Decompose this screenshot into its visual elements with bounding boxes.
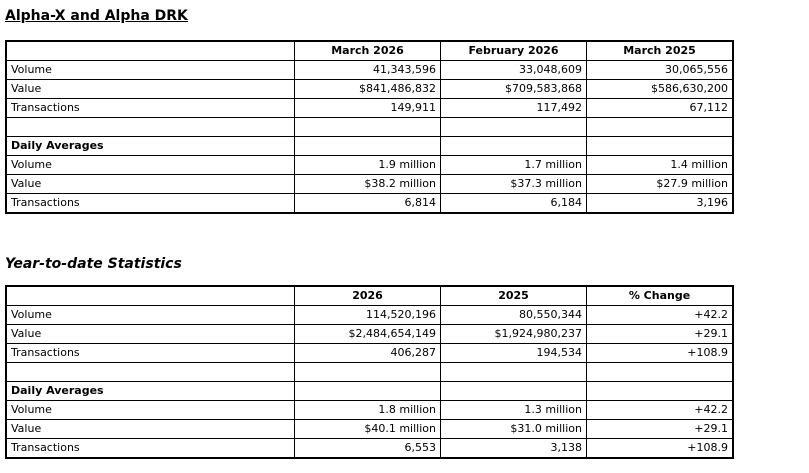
cell-value: $586,630,200 [586, 79, 734, 99]
column-header-february-2026: February 2026 [440, 40, 587, 61]
cell-value: $2,484,654,149 [294, 324, 441, 344]
cell-value: 1.9 million [294, 155, 441, 175]
cell-value: 149,911 [294, 98, 441, 118]
row-label: Transactions [5, 98, 295, 118]
row-daily-transactions: Transactions 6,553 3,138 +108.9 [5, 438, 734, 459]
row-transactions: Transactions 406,287 194,534 +108.9 [5, 343, 734, 363]
cell-value: +108.9 [586, 438, 734, 459]
cell-value: 1.7 million [440, 155, 587, 175]
cell-value: $841,486,832 [294, 79, 441, 99]
row-label [5, 117, 295, 137]
cell-value: 30,065,556 [586, 60, 734, 80]
header-row: March 2026 February 2026 March 2025 [5, 40, 734, 61]
cell-value: +29.1 [586, 324, 734, 344]
row-spacer [5, 117, 734, 137]
cell-value: 194,534 [440, 343, 587, 363]
column-header-2026: 2026 [294, 285, 441, 306]
cell-value [586, 117, 734, 137]
row-label: Transactions [5, 438, 295, 459]
corner-cell [5, 40, 295, 61]
row-label: Value [5, 419, 295, 439]
cell-value [294, 136, 441, 156]
row-daily-volume: Volume 1.9 million 1.7 million 1.4 milli… [5, 155, 734, 175]
cell-value: +42.2 [586, 400, 734, 420]
row-transactions: Transactions 149,911 117,492 67,112 [5, 98, 734, 118]
row-label: Transactions [5, 193, 295, 214]
cell-value: 6,184 [440, 193, 587, 214]
cell-value: +42.2 [586, 305, 734, 325]
cell-value: +108.9 [586, 343, 734, 363]
cell-value: $31.0 million [440, 419, 587, 439]
cell-value [294, 117, 441, 137]
cell-value: 1.8 million [294, 400, 441, 420]
column-header-march-2025: March 2025 [586, 40, 734, 61]
cell-value: 406,287 [294, 343, 441, 363]
row-daily-value: Value $40.1 million $31.0 million +29.1 [5, 419, 734, 439]
column-header-march-2026: March 2026 [294, 40, 441, 61]
row-label: Volume [5, 155, 295, 175]
section-label: Daily Averages [5, 136, 295, 156]
row-label: Volume [5, 60, 295, 80]
cell-value: 80,550,344 [440, 305, 587, 325]
cell-value [294, 381, 441, 401]
row-value: Value $2,484,654,149 $1,924,980,237 +29.… [5, 324, 734, 344]
row-value: Value $841,486,832 $709,583,868 $586,630… [5, 79, 734, 99]
cell-value [294, 362, 441, 382]
row-label: Volume [5, 400, 295, 420]
row-label: Transactions [5, 343, 295, 363]
column-header-pct-change: % Change [586, 285, 734, 306]
cell-value: 67,112 [586, 98, 734, 118]
row-label: Volume [5, 305, 295, 325]
row-daily-volume: Volume 1.8 million 1.3 million +42.2 [5, 400, 734, 420]
cell-value: 6,814 [294, 193, 441, 214]
ytd-stats-title: Year-to-date Statistics [5, 256, 182, 272]
section-label: Daily Averages [5, 381, 295, 401]
cell-value [440, 381, 587, 401]
cell-value: +29.1 [586, 419, 734, 439]
cell-value [586, 136, 734, 156]
header-row: 2026 2025 % Change [5, 285, 734, 306]
cell-value: $38.2 million [294, 174, 441, 194]
cell-value [440, 362, 587, 382]
cell-value: 1.4 million [586, 155, 734, 175]
cell-value [586, 381, 734, 401]
cell-value: $709,583,868 [440, 79, 587, 99]
cell-value [440, 117, 587, 137]
cell-value: $1,924,980,237 [440, 324, 587, 344]
cell-value: 3,196 [586, 193, 734, 214]
monthly-stats-table: March 2026 February 2026 March 2025 Volu… [5, 40, 734, 214]
cell-value: 41,343,596 [294, 60, 441, 80]
row-spacer [5, 362, 734, 382]
row-label: Value [5, 324, 295, 344]
cell-value: $27.9 million [586, 174, 734, 194]
cell-value: $40.1 million [294, 419, 441, 439]
cell-value: 6,553 [294, 438, 441, 459]
ytd-stats-table: 2026 2025 % Change Volume 114,520,196 80… [5, 285, 734, 459]
cell-value: 1.3 million [440, 400, 587, 420]
cell-value: 33,048,609 [440, 60, 587, 80]
row-daily-value: Value $38.2 million $37.3 million $27.9 … [5, 174, 734, 194]
report: Alpha-X and Alpha DRK March 2026 Februar… [5, 8, 734, 459]
row-label [5, 362, 295, 382]
row-daily-transactions: Transactions 6,814 6,184 3,196 [5, 193, 734, 214]
cell-value [586, 362, 734, 382]
cell-value [440, 136, 587, 156]
cell-value: $37.3 million [440, 174, 587, 194]
corner-cell [5, 285, 295, 306]
monthly-stats-title: Alpha-X and Alpha DRK [5, 8, 188, 24]
row-label: Value [5, 79, 295, 99]
cell-value: 114,520,196 [294, 305, 441, 325]
row-volume: Volume 114,520,196 80,550,344 +42.2 [5, 305, 734, 325]
row-volume: Volume 41,343,596 33,048,609 30,065,556 [5, 60, 734, 80]
row-daily-averages-section: Daily Averages [5, 381, 734, 401]
row-daily-averages-section: Daily Averages [5, 136, 734, 156]
cell-value: 117,492 [440, 98, 587, 118]
row-label: Value [5, 174, 295, 194]
cell-value: 3,138 [440, 438, 587, 459]
column-header-2025: 2025 [440, 285, 587, 306]
